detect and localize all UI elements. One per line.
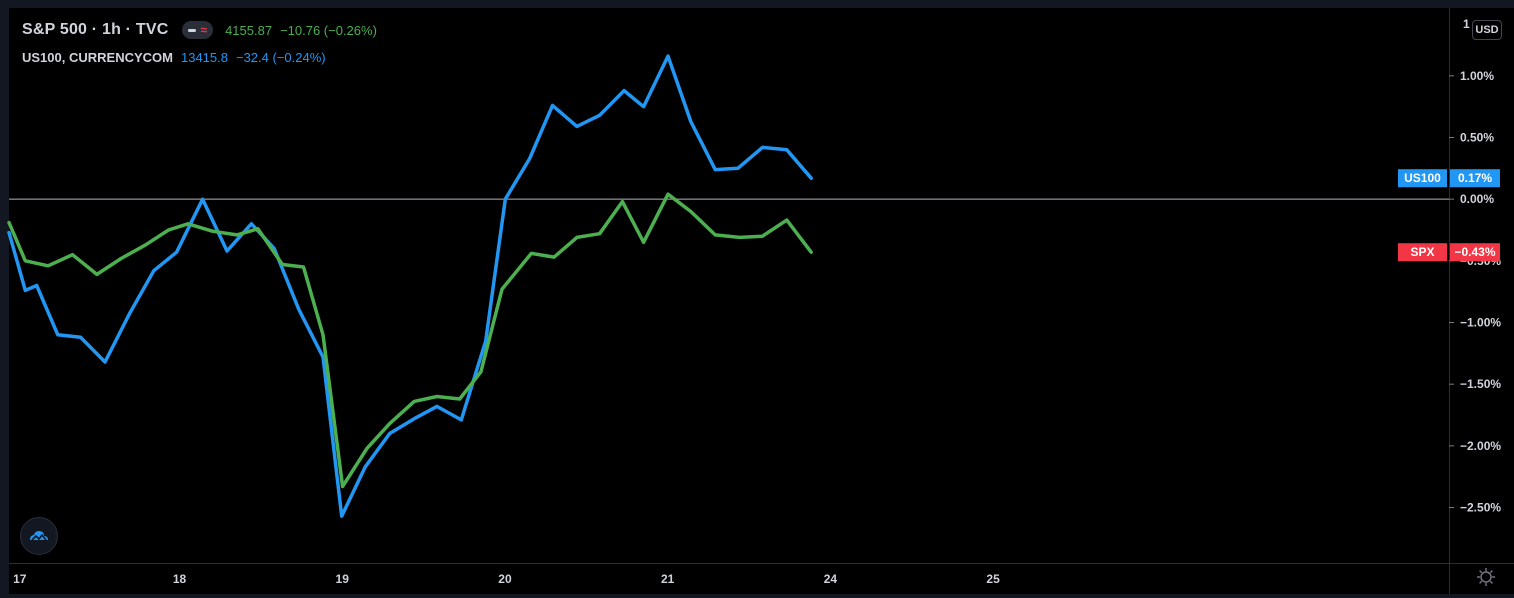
price-axis-label: −2.00% (1460, 439, 1501, 453)
price-axis-divider (1449, 0, 1450, 598)
gear-icon[interactable] (1476, 567, 1496, 587)
badge-symbol-box (1398, 169, 1447, 188)
time-axis-divider (0, 563, 1514, 564)
time-axis-label: 25 (986, 572, 1000, 586)
time-axis-label: 19 (336, 572, 350, 586)
price-axis-label: −1.00% (1460, 316, 1501, 330)
us100-series-line[interactable] (7, 54, 813, 518)
eye-dash-icon[interactable] (188, 28, 197, 32)
spx-series-line[interactable] (7, 192, 813, 489)
bottom-border (0, 594, 1514, 598)
main-series-title[interactable]: S&P 500 · 1h · TVC (22, 21, 169, 38)
price-axis-label: 0.50% (1460, 131, 1494, 145)
time-axis-label: 21 (661, 572, 675, 586)
compare-series-change: −32.4 (−0.24%) (235, 50, 326, 65)
tradingview-cloud-icon[interactable] (20, 517, 58, 555)
price-axis-label: 1.00% (1460, 69, 1494, 83)
main-series-legend[interactable]: S&P 500 · 1h · TVC ≈ 4155.87 −10.76 (−0.… (22, 21, 377, 39)
time-axis[interactable]: 17 18 19 20 21 24 25 (13, 572, 1000, 586)
badge-symbol-label: SPX (1410, 245, 1434, 259)
badge-symbol-label: US100 (1404, 171, 1441, 185)
compare-series-legend[interactable]: US100, CURRENCYCOM 13415.8 −32.4 (−0.24%… (22, 50, 326, 65)
price-badges: US100 0.17% SPX −0.43% (1398, 169, 1500, 262)
left-border (0, 0, 9, 598)
badge-value-box (1450, 169, 1500, 188)
time-axis-label: 24 (824, 572, 838, 586)
time-axis-label: 20 (498, 572, 512, 586)
badge-value-label: 0.17% (1458, 171, 1492, 185)
main-series-change: −10.76 (−0.26%) (280, 22, 377, 38)
us100-price-badge: US100 0.17% (1398, 169, 1500, 188)
badge-value-label: −0.43% (1454, 245, 1495, 259)
price-axis-label: 0.00% (1460, 192, 1494, 206)
price-axis-top-partial-label: 1 (1463, 17, 1470, 31)
legend-buttons[interactable]: ≈ (182, 21, 214, 39)
badge-symbol-box (1398, 243, 1447, 262)
time-axis-label: 17 (13, 572, 27, 586)
compare-series-last-price: 13415.8 (180, 50, 228, 65)
compare-series-symbol[interactable]: US100, CURRENCYCOM (22, 50, 173, 65)
price-axis-label: −2.50% (1460, 501, 1501, 515)
currency-button[interactable]: USD (1472, 20, 1502, 40)
top-border (0, 0, 1514, 8)
main-series-last-price: 4155.87 (225, 22, 273, 38)
wave-icon[interactable]: ≈ (200, 23, 208, 37)
price-axis-label: −1.50% (1460, 377, 1501, 391)
badge-value-box (1450, 243, 1500, 262)
price-axis[interactable]: 1.00%0.50%0.00%−0.50%−1.00%−1.50%−2.00%−… (1449, 69, 1501, 515)
series-layer (7, 54, 813, 518)
spx-price-badge: SPX −0.43% (1398, 243, 1500, 262)
time-axis-label: 18 (173, 572, 187, 586)
